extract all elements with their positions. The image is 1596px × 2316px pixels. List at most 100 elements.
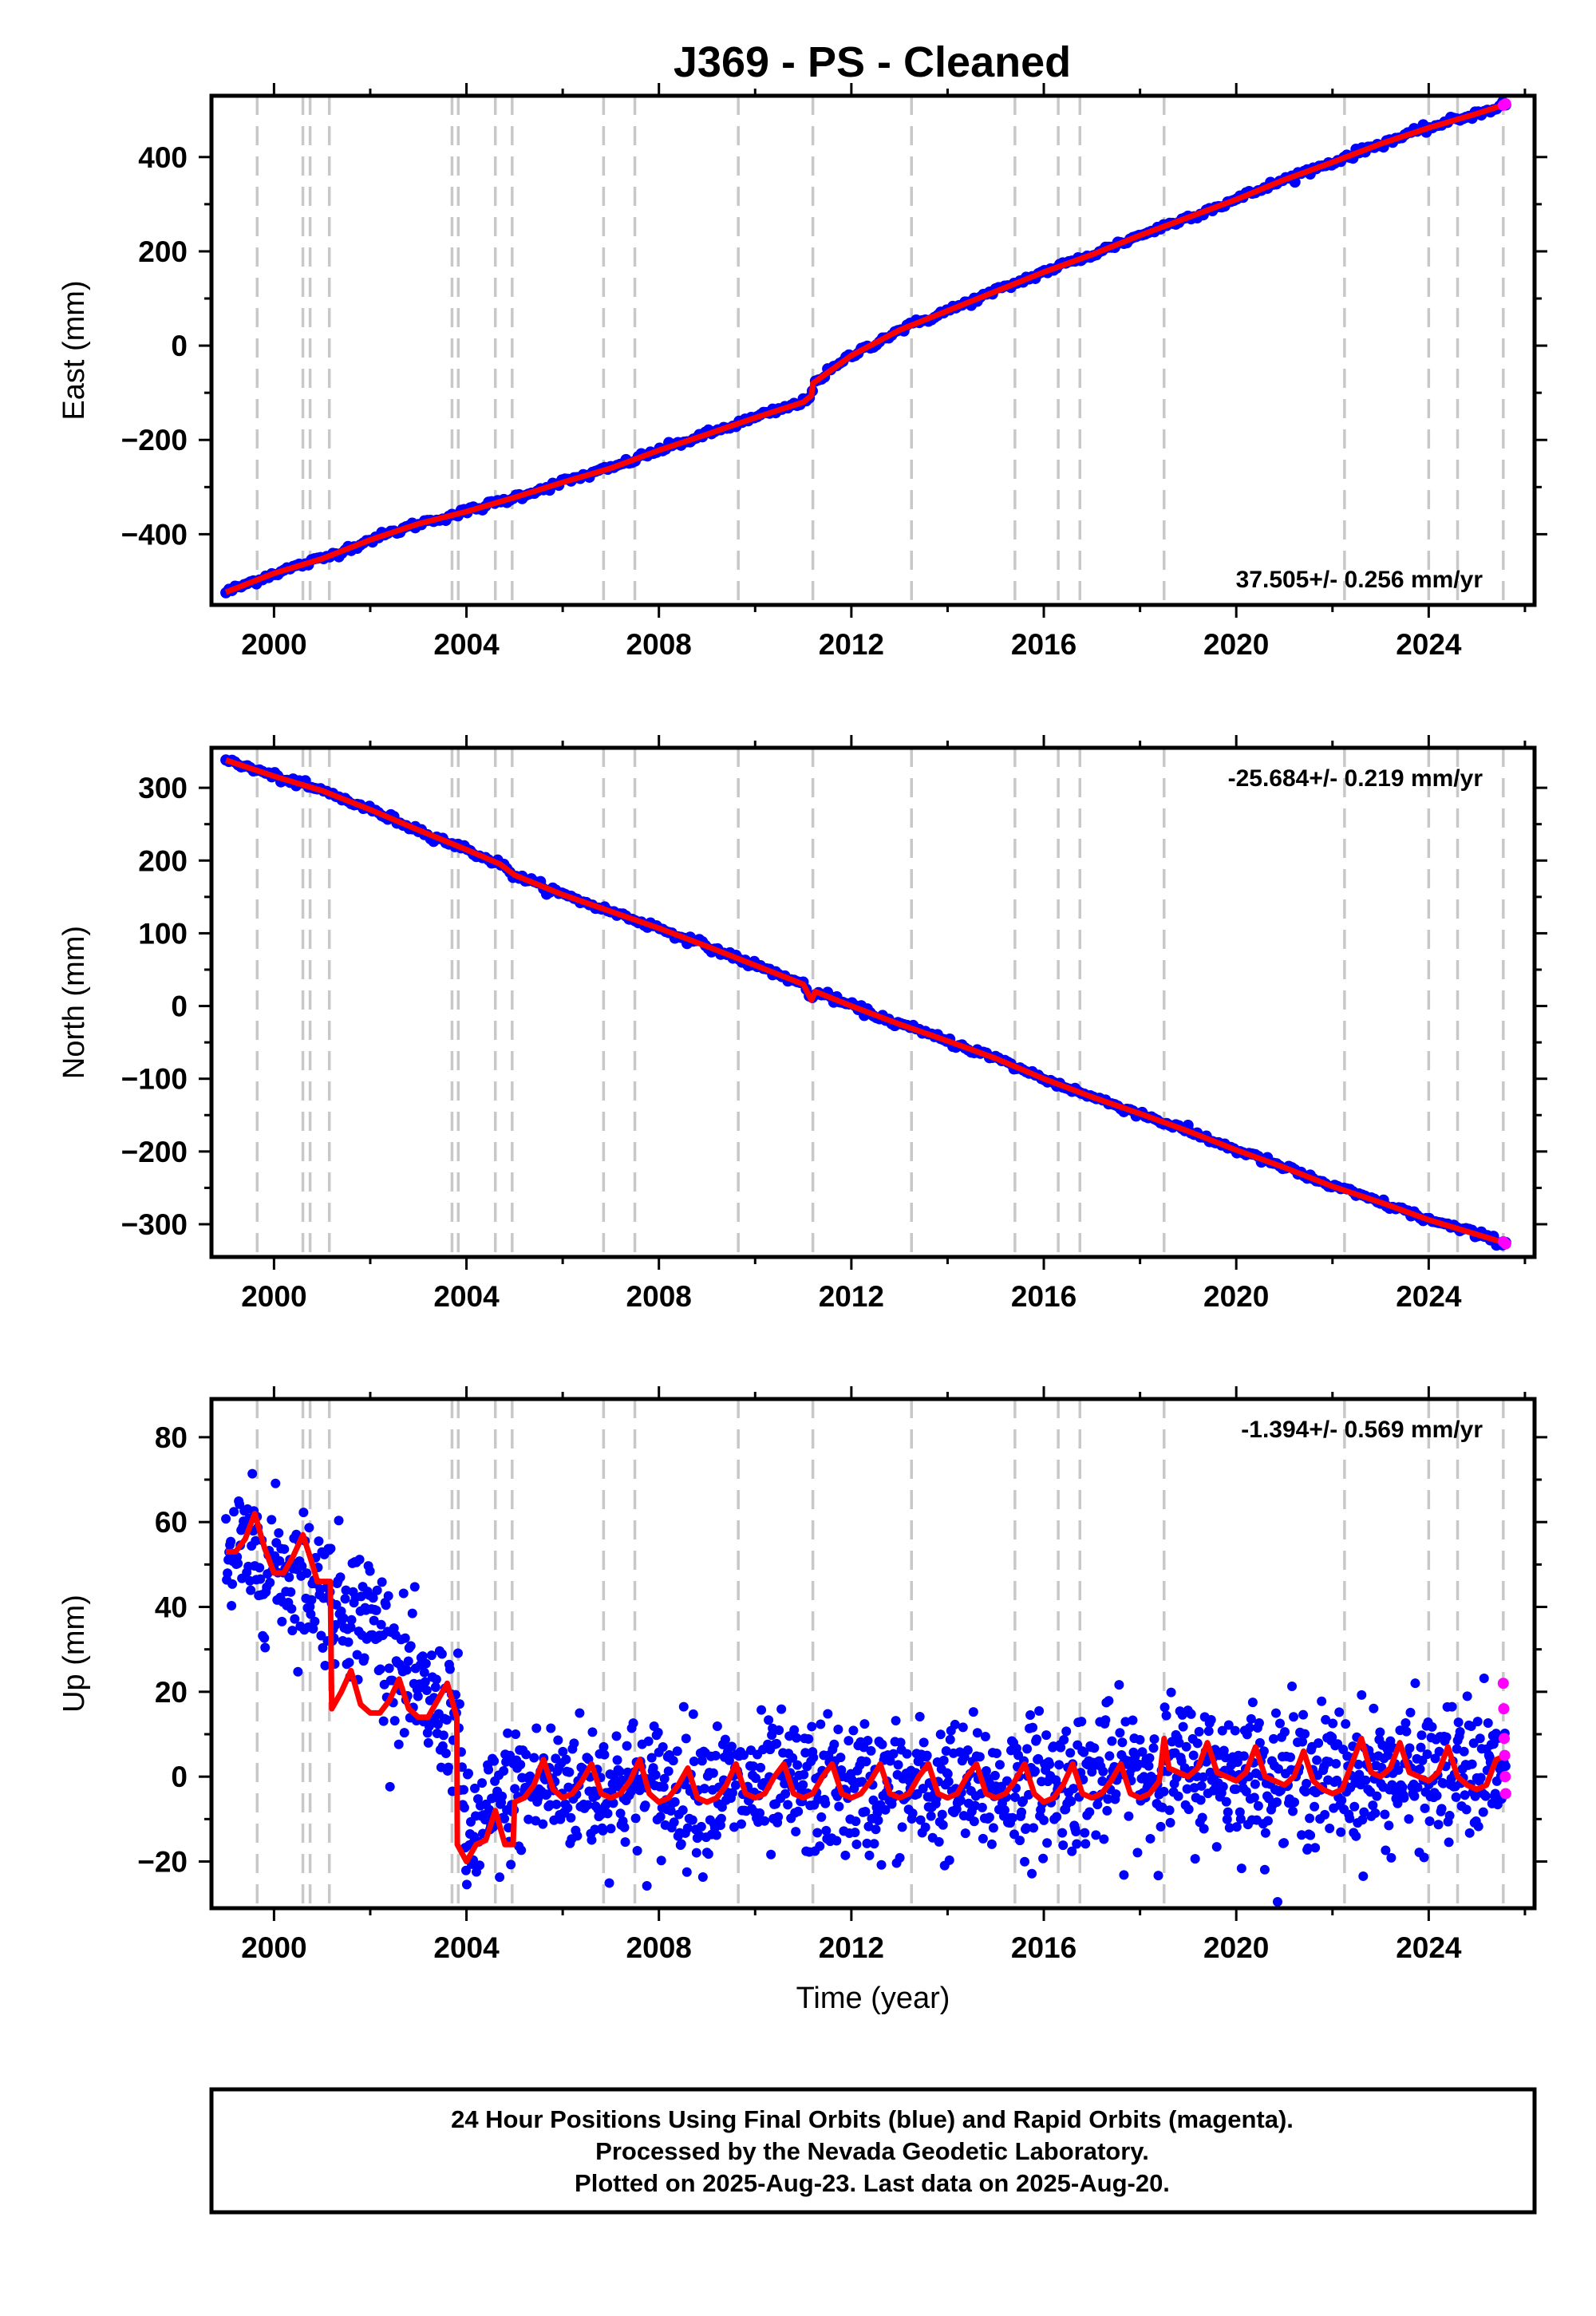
up-point	[893, 1760, 903, 1770]
footer-box: 24 Hour Positions Using Final Orbits (bl…	[209, 2087, 1537, 2215]
footer-line-2: Processed by the Nevada Geodetic Laborat…	[595, 2137, 1149, 2165]
up-point	[1042, 1838, 1053, 1848]
up-point	[1056, 1742, 1066, 1753]
up-point	[815, 1841, 825, 1852]
up-point	[681, 1867, 692, 1877]
up-point	[1028, 1722, 1038, 1733]
up-point	[710, 1750, 721, 1761]
up-point	[598, 1825, 608, 1836]
up-point	[764, 1715, 774, 1725]
up-point	[915, 1712, 925, 1722]
up-point	[475, 1860, 485, 1871]
up-point	[290, 1614, 300, 1624]
up-point	[1357, 1815, 1368, 1825]
up-point	[1178, 1721, 1188, 1732]
up-point	[816, 1812, 827, 1822]
up-point	[1467, 1759, 1477, 1769]
north-y-tick-label: −100	[121, 1063, 188, 1096]
up-point	[1375, 1727, 1385, 1737]
up-point	[1444, 1837, 1454, 1848]
up-point	[760, 1816, 770, 1826]
up-point	[829, 1739, 839, 1749]
up-point	[869, 1839, 879, 1849]
up-point	[452, 1648, 463, 1658]
up-point	[413, 1691, 423, 1701]
up-point	[1397, 1782, 1408, 1792]
up-point	[369, 1615, 379, 1626]
up-point	[730, 1780, 741, 1790]
up-point	[1249, 1792, 1259, 1803]
up-point	[1416, 1742, 1426, 1753]
up-point	[246, 1585, 256, 1595]
up-point	[343, 1637, 354, 1647]
up-point	[227, 1601, 237, 1611]
up-point	[1159, 1702, 1170, 1713]
up-point	[1001, 1776, 1012, 1786]
up-point	[833, 1725, 843, 1735]
up-point	[659, 1773, 670, 1784]
up-point	[335, 1572, 346, 1583]
up-point	[247, 1468, 258, 1479]
up-point	[646, 1753, 657, 1763]
up-point	[888, 1749, 899, 1759]
up-point	[1022, 1744, 1033, 1754]
up-point	[1211, 1842, 1222, 1852]
up-point	[717, 1802, 727, 1812]
up-point	[286, 1587, 296, 1597]
up-point	[423, 1737, 433, 1748]
up-point	[1464, 1828, 1475, 1838]
up-point	[1165, 1817, 1175, 1828]
up-point	[1223, 1720, 1234, 1730]
up-point	[1041, 1730, 1052, 1741]
up-point	[1072, 1839, 1082, 1849]
up-point	[942, 1769, 953, 1779]
up-point	[583, 1800, 593, 1810]
north-rate-label: -25.684+/- 0.219 mm/yr	[1228, 765, 1483, 792]
up-point	[756, 1762, 766, 1773]
up-point	[529, 1753, 539, 1763]
up-point	[1349, 1801, 1360, 1812]
up-point	[986, 1839, 997, 1849]
up-point	[602, 1808, 613, 1819]
up-point	[885, 1756, 895, 1766]
up-point	[1015, 1836, 1025, 1846]
up-point	[1476, 1773, 1486, 1783]
up-point	[1453, 1717, 1464, 1728]
up-point	[1032, 1734, 1042, 1745]
up-point	[1401, 1726, 1412, 1737]
up-x-tick-label: 2000	[241, 1931, 306, 1964]
up-point	[800, 1748, 811, 1758]
north-model-line	[224, 757, 1507, 1247]
up-point	[235, 1499, 245, 1509]
up-point	[590, 1824, 600, 1835]
up-point	[1057, 1828, 1068, 1838]
up-point	[990, 1770, 1000, 1780]
up-point	[918, 1784, 928, 1794]
east-x-tick-label: 2000	[241, 628, 306, 661]
up-point	[1188, 1750, 1199, 1761]
up-point	[1099, 1834, 1109, 1844]
east-model-line	[224, 101, 1507, 595]
up-point	[499, 1766, 509, 1777]
up-point	[863, 1735, 873, 1745]
up-point	[1422, 1749, 1432, 1760]
up-point	[836, 1753, 846, 1763]
up-point	[877, 1739, 887, 1749]
up-point	[310, 1616, 320, 1626]
up-point	[1080, 1828, 1090, 1838]
up-point	[551, 1799, 562, 1809]
up-point	[612, 1755, 622, 1765]
up-point	[757, 1705, 767, 1715]
up-point	[1198, 1772, 1208, 1782]
up-point	[1030, 1766, 1041, 1777]
up-point	[1358, 1871, 1369, 1881]
up-point	[458, 1784, 468, 1795]
up-point	[774, 1725, 784, 1735]
up-point	[1310, 1843, 1321, 1853]
up-point	[558, 1746, 568, 1757]
up-point	[561, 1754, 571, 1765]
up-point	[945, 1734, 955, 1745]
up-point	[1190, 1854, 1200, 1864]
up-point	[1262, 1816, 1273, 1826]
up-point	[696, 1821, 706, 1832]
